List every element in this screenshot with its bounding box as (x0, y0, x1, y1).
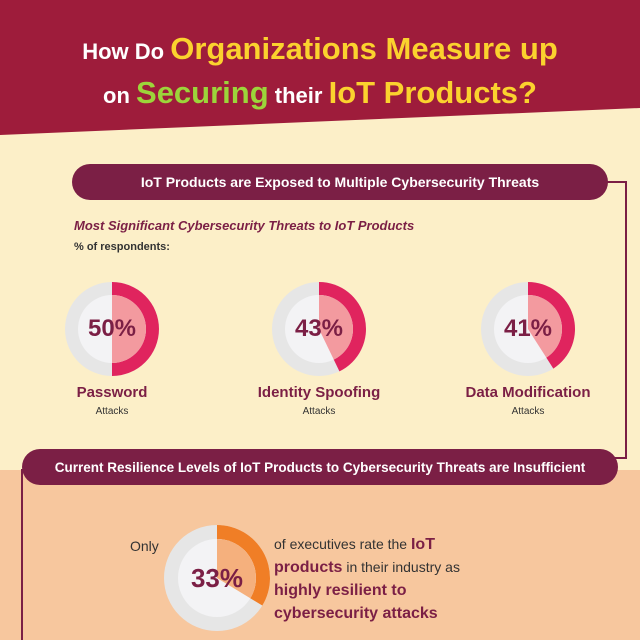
title-part-1: How Do (82, 39, 171, 64)
statement-part-4: in their industry as (342, 559, 460, 575)
donut-chart (272, 282, 366, 376)
threat-label: Identity Spoofing (257, 384, 381, 401)
percent-label: 43% (294, 315, 344, 342)
resilience-section (0, 470, 640, 640)
title-part-2: Organizations Measure up (170, 31, 558, 66)
only-text: Only (130, 538, 159, 554)
donut-chart (164, 525, 270, 631)
title-part-3: on (103, 83, 137, 108)
donut-resilience: 33% (163, 524, 271, 632)
percent-label: 50% (87, 315, 137, 342)
threats-subheading: Most Significant Cybersecurity Threats t… (74, 218, 415, 233)
donut-arc-inner (319, 295, 353, 360)
threat-sublabel: Attacks (302, 406, 336, 417)
page-title: How Do Organizations Measure up on Secur… (0, 30, 640, 118)
threat-sublabel: Attacks (511, 406, 545, 417)
percent-label: 33% (190, 562, 244, 593)
statement-products: products (274, 559, 343, 576)
threats-banner: IoT Products are Exposed to Multiple Cyb… (72, 164, 608, 200)
donut-arc-inner (112, 295, 146, 363)
donut-data-modification: 41% (480, 281, 576, 377)
donut-identity-spoofing: 43% (271, 281, 367, 377)
donut-arc-inner (528, 295, 563, 358)
respondents-note: % of respondents: (74, 241, 170, 253)
donut-chart (65, 282, 159, 376)
threat-label: Password (76, 384, 148, 401)
statement-cyber-attacks: cybersecurity attacks (274, 605, 438, 622)
title-part-6: IoT Products? (328, 75, 537, 110)
donut-arc-inner (217, 539, 256, 599)
header: How Do Organizations Measure up on Secur… (0, 0, 640, 135)
statement-highly-resilient: highly resilient to (274, 582, 407, 599)
header-background (0, 0, 640, 135)
threat-label: Data Modification (465, 384, 591, 401)
donut-chart (481, 282, 576, 376)
statement-part-1: of executives rate the (274, 536, 411, 552)
title-part-5: their (268, 83, 329, 108)
percent-label: 41% (503, 315, 553, 342)
resilience-statement: of executives rate the IoT products in t… (274, 533, 494, 625)
title-part-4: Securing (136, 75, 269, 110)
donut-password: 50% (64, 281, 160, 377)
threat-sublabel: Attacks (95, 406, 129, 417)
resilience-banner: Current Resilience Levels of IoT Product… (22, 449, 618, 485)
statement-iot: IoT (410, 536, 435, 553)
